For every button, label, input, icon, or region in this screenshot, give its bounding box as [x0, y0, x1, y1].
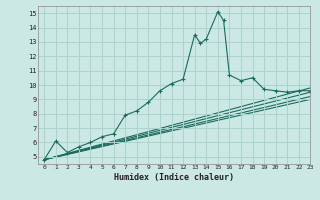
X-axis label: Humidex (Indice chaleur): Humidex (Indice chaleur)	[115, 173, 234, 182]
